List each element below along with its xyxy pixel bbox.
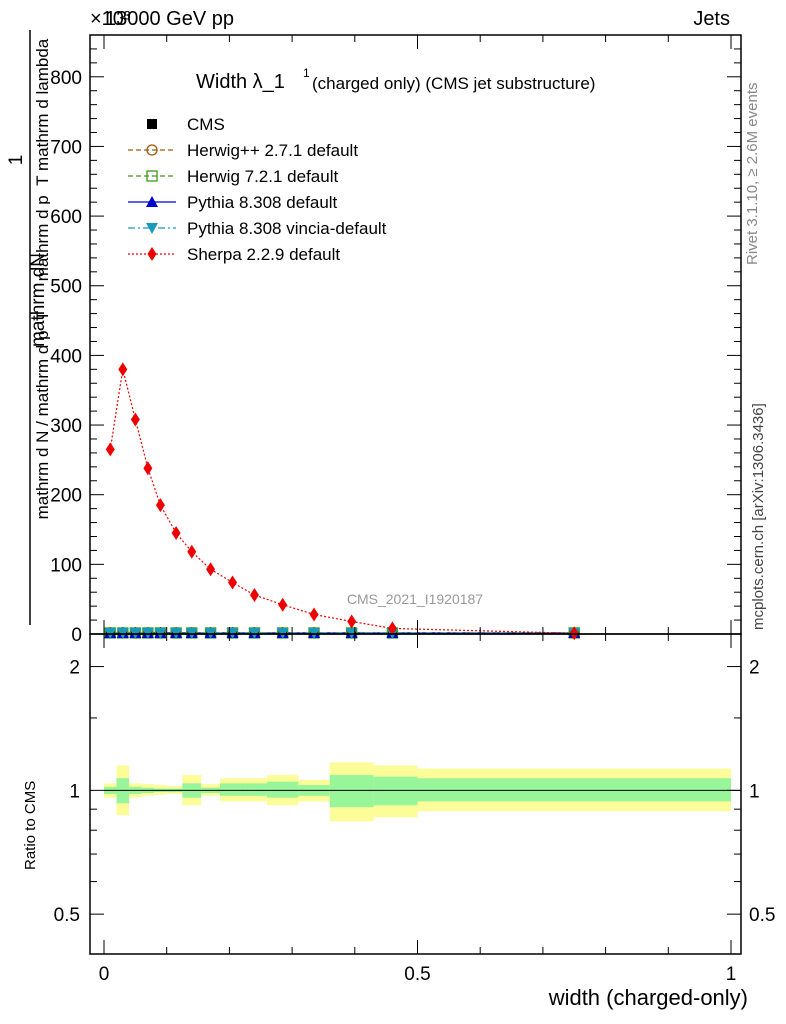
- ratio-tick-label-right: 1: [749, 781, 760, 802]
- ratio-band-inner-8: [219, 783, 246, 796]
- ratio-tick-label: 1: [69, 781, 80, 802]
- ratio-band-inner-13: [373, 776, 418, 806]
- y-tick-label: 800: [50, 68, 82, 89]
- legend-label: Herwig++ 2.7.1 default: [187, 141, 358, 160]
- chart-title: Width λ_1: [196, 71, 285, 93]
- y-tick-label: 0: [71, 625, 82, 646]
- series-5-point-0: [105, 442, 115, 457]
- ratio-uncertainty-bands: [104, 762, 731, 822]
- legend-label: Pythia 8.308 default: [187, 193, 338, 212]
- series-5-point-8: [228, 575, 238, 590]
- series-line-5: [109, 369, 575, 634]
- series-5-point-3: [143, 461, 153, 476]
- series-5-point-10: [278, 597, 288, 612]
- legend-label: Pythia 8.308 vincia-default: [187, 219, 387, 238]
- y-label-denominator: mathrm d N / mathrm d p_T: [33, 311, 50, 520]
- y-tick-label: 400: [50, 346, 82, 367]
- y-label-one: 1: [6, 155, 27, 166]
- legend: CMS Herwig++ 2.7.1 default Herwig 7.2.1 de…: [128, 115, 387, 264]
- series-markers: [104, 362, 581, 641]
- chart-title-suffix: (charged only) (CMS jet substructure): [312, 74, 595, 93]
- legend-entry: Pythia 8.308 vincia-default: [128, 219, 387, 238]
- legend-label: CMS: [187, 115, 225, 134]
- legend-label: Herwig 7.2.1 default: [187, 167, 338, 186]
- series-5-point-5: [171, 526, 181, 541]
- y-tick-label: 300: [50, 416, 82, 437]
- ratio-tick-label: 2: [69, 658, 80, 679]
- analysis-watermark: CMS_2021_I1920187: [347, 591, 483, 607]
- legend-marker: [147, 247, 157, 261]
- legend-marker: [147, 119, 157, 129]
- y-tick-label: 700: [50, 137, 82, 158]
- legend-entry: Herwig++ 2.7.1 default: [128, 141, 358, 160]
- y-exponent-label: ×10³: [90, 8, 131, 30]
- y-label-numerator-group: mathrm dN: [28, 253, 49, 347]
- series-5-point-11: [309, 607, 319, 622]
- y-label-denominator-tail: mathrm d p_T mathrm d lambda: [33, 38, 50, 281]
- ratio-plot-frame: [89, 633, 742, 955]
- ratio-tick-label-right: 0.5: [749, 905, 775, 926]
- ratio-band-inner-10: [267, 781, 299, 798]
- ratio-tick-label-right: 2: [749, 658, 760, 679]
- series-lines: [109, 369, 575, 634]
- series-5-point-2: [130, 412, 140, 427]
- y-axis-label: 1 mathrm d N / mathrm d p_T mathrm d p_T…: [6, 30, 50, 625]
- y-tick-label: 100: [50, 555, 82, 576]
- legend-marker: [146, 196, 158, 207]
- legend-marker: [146, 144, 158, 156]
- ratio-band-inner-9: [245, 783, 268, 796]
- series-5-point-12: [347, 614, 357, 629]
- y-tick-label: 500: [50, 277, 82, 298]
- chart-title-superscript: 1: [303, 66, 310, 80]
- axis-tick-labels: 0 100 200 300 400 500 600 700 800 0 0.5 1 0.5 0.5 1 1 2 2: [50, 68, 775, 985]
- x-tick-label: 0: [99, 964, 110, 985]
- legend-entry: Pythia 8.308 default: [128, 193, 338, 212]
- series-5-point-6: [187, 544, 197, 559]
- axis-ticks: [90, 35, 741, 954]
- ratio-band-inner-14: [417, 778, 731, 802]
- collision-energy-label: 13000 GeV pp: [105, 8, 234, 30]
- legend-entry: Herwig 7.2.1 default: [128, 167, 338, 186]
- process-label: Jets: [693, 8, 730, 30]
- ratio-tick-label: 0.5: [54, 905, 80, 926]
- y-label-numerator: mathrm dN: [28, 253, 49, 347]
- legend-marker: [146, 170, 158, 182]
- legend-entry: CMS: [147, 115, 225, 134]
- legend-entry: Sherpa 2.2.9 default: [128, 245, 340, 264]
- series-5-point-13: [387, 621, 397, 636]
- legend-label: Sherpa 2.2.9 default: [187, 245, 340, 264]
- x-tick-label: 1: [726, 964, 737, 985]
- series-5-point-1: [118, 362, 128, 377]
- y-tick-label: 600: [50, 207, 82, 228]
- series-5-point-4: [155, 498, 165, 513]
- x-axis-label: width (charged-only): [548, 985, 748, 1010]
- series-5-point-9: [249, 587, 259, 602]
- legend-marker: [146, 223, 158, 234]
- x-tick-label: 0.5: [404, 964, 430, 985]
- series-5-point-7: [206, 562, 216, 577]
- ratio-band-inner-12: [329, 774, 374, 808]
- y-tick-label: 200: [50, 486, 82, 507]
